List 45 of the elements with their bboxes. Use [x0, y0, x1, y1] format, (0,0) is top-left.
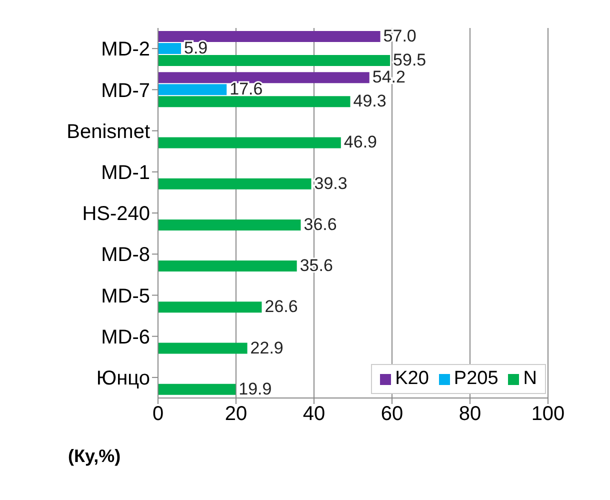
- x-tick-label: 0: [152, 403, 164, 426]
- bar: [158, 384, 236, 395]
- y-tick-label: MD-1: [101, 162, 150, 184]
- y-tick-label: Benismet: [66, 120, 150, 143]
- bar: [158, 178, 312, 190]
- legend-label: K20: [394, 368, 429, 390]
- y-tick-label: MD-7: [101, 80, 150, 102]
- data-label: 5.9: [184, 38, 208, 58]
- data-label: 26.6: [264, 297, 298, 316]
- x-tick-label: 40: [302, 403, 326, 426]
- bar: [158, 55, 390, 66]
- bar: [158, 96, 350, 108]
- data-label: 54.2: [372, 68, 406, 87]
- legend-label: P205: [452, 368, 498, 390]
- data-label: 35.6: [300, 256, 333, 276]
- bar: [158, 342, 248, 354]
- bar: [158, 31, 380, 42]
- bar: [158, 84, 227, 96]
- y-tick-label: MD-2: [101, 38, 150, 61]
- data-label: 59.5: [393, 50, 426, 70]
- y-tick-label: HS-240: [82, 203, 150, 226]
- data-label: 49.3: [353, 92, 386, 111]
- bar: [158, 302, 262, 313]
- data-label: 19.9: [238, 379, 272, 398]
- bar: [158, 137, 341, 148]
- data-label: 22.9: [250, 338, 284, 358]
- bar: [158, 219, 301, 230]
- bar: [158, 260, 297, 272]
- data-label: 57.0: [383, 26, 416, 46]
- legend-label: N: [522, 368, 537, 390]
- y-tick-label: MD-5: [101, 285, 150, 308]
- bar: [158, 43, 182, 54]
- x-axis-title: (Ку,%): [68, 446, 121, 467]
- x-tick-label: 20: [224, 403, 248, 426]
- data-label: 39.3: [314, 174, 348, 193]
- x-tick-label: 80: [458, 403, 482, 426]
- data-label: 46.9: [344, 132, 378, 152]
- bar: [158, 72, 370, 84]
- y-tick-label: MD-6: [101, 326, 150, 348]
- y-tick-label: MD-8: [101, 244, 150, 266]
- data-label: 36.6: [304, 214, 337, 234]
- x-tick-label: 60: [380, 403, 404, 426]
- y-tick-label: Юнцо: [96, 368, 150, 390]
- data-label: 17.6: [230, 80, 263, 99]
- x-tick-label: 100: [531, 403, 565, 426]
